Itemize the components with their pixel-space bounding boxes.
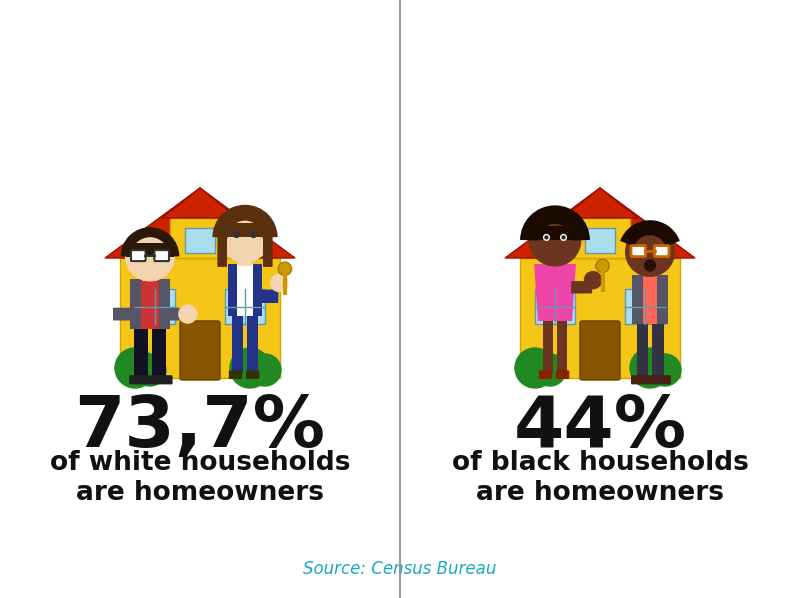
FancyBboxPatch shape	[113, 308, 133, 321]
FancyBboxPatch shape	[652, 324, 663, 378]
Circle shape	[126, 232, 174, 281]
FancyBboxPatch shape	[180, 321, 220, 380]
Circle shape	[230, 348, 270, 388]
FancyBboxPatch shape	[220, 223, 270, 237]
Circle shape	[534, 354, 566, 386]
FancyBboxPatch shape	[141, 279, 159, 328]
FancyBboxPatch shape	[225, 289, 265, 324]
FancyBboxPatch shape	[631, 246, 646, 257]
FancyBboxPatch shape	[644, 267, 656, 276]
FancyBboxPatch shape	[651, 375, 670, 385]
FancyBboxPatch shape	[247, 316, 258, 373]
FancyBboxPatch shape	[143, 270, 158, 281]
Circle shape	[630, 348, 670, 388]
Circle shape	[545, 236, 548, 239]
FancyBboxPatch shape	[643, 274, 657, 324]
Circle shape	[626, 228, 674, 276]
FancyBboxPatch shape	[520, 258, 680, 378]
FancyBboxPatch shape	[637, 324, 648, 378]
FancyBboxPatch shape	[557, 321, 567, 373]
Circle shape	[270, 274, 288, 292]
Circle shape	[220, 213, 270, 262]
Polygon shape	[105, 188, 295, 258]
FancyBboxPatch shape	[259, 289, 278, 303]
FancyBboxPatch shape	[570, 218, 630, 258]
Text: 44%: 44%	[514, 393, 686, 462]
FancyBboxPatch shape	[152, 328, 166, 378]
Polygon shape	[162, 188, 238, 218]
Circle shape	[561, 234, 566, 240]
FancyBboxPatch shape	[571, 281, 592, 294]
FancyBboxPatch shape	[631, 375, 651, 385]
Circle shape	[645, 260, 655, 271]
FancyBboxPatch shape	[585, 228, 615, 253]
Circle shape	[115, 348, 155, 388]
Text: Source: Census Bureau: Source: Census Bureau	[303, 560, 497, 578]
FancyBboxPatch shape	[131, 250, 146, 261]
Circle shape	[249, 354, 281, 386]
Text: 73,7%: 73,7%	[74, 393, 326, 462]
FancyBboxPatch shape	[625, 289, 665, 324]
Polygon shape	[505, 188, 695, 258]
Circle shape	[179, 305, 197, 323]
Circle shape	[234, 231, 239, 237]
FancyBboxPatch shape	[135, 289, 175, 324]
FancyBboxPatch shape	[539, 370, 552, 379]
FancyBboxPatch shape	[185, 228, 215, 253]
Text: of black households: of black households	[451, 450, 749, 476]
FancyBboxPatch shape	[632, 274, 668, 324]
FancyBboxPatch shape	[167, 308, 187, 321]
Circle shape	[515, 348, 555, 388]
FancyBboxPatch shape	[151, 375, 173, 385]
Text: are homeowners: are homeowners	[476, 480, 724, 506]
FancyBboxPatch shape	[246, 370, 259, 379]
FancyBboxPatch shape	[154, 250, 169, 261]
FancyBboxPatch shape	[548, 257, 562, 266]
FancyBboxPatch shape	[134, 328, 148, 378]
FancyBboxPatch shape	[556, 370, 570, 379]
Circle shape	[544, 234, 550, 240]
FancyBboxPatch shape	[170, 218, 230, 258]
FancyBboxPatch shape	[263, 234, 273, 267]
FancyBboxPatch shape	[229, 370, 242, 379]
FancyBboxPatch shape	[238, 264, 253, 316]
Polygon shape	[562, 188, 638, 218]
FancyBboxPatch shape	[238, 255, 252, 266]
FancyBboxPatch shape	[542, 321, 553, 373]
FancyBboxPatch shape	[580, 321, 620, 380]
Circle shape	[596, 260, 609, 273]
Circle shape	[250, 231, 257, 237]
Text: of white households: of white households	[50, 450, 350, 476]
FancyBboxPatch shape	[130, 279, 170, 328]
Circle shape	[134, 354, 166, 386]
FancyBboxPatch shape	[530, 226, 581, 240]
FancyBboxPatch shape	[126, 243, 174, 257]
FancyBboxPatch shape	[535, 289, 575, 324]
FancyBboxPatch shape	[232, 316, 243, 373]
FancyBboxPatch shape	[129, 375, 151, 385]
FancyBboxPatch shape	[228, 264, 262, 316]
Circle shape	[585, 271, 602, 289]
Text: are homeowners: are homeowners	[76, 480, 324, 506]
FancyBboxPatch shape	[218, 234, 227, 267]
Circle shape	[530, 215, 581, 266]
FancyBboxPatch shape	[654, 246, 669, 257]
Circle shape	[278, 262, 291, 276]
FancyBboxPatch shape	[120, 258, 280, 378]
Polygon shape	[534, 264, 576, 321]
Circle shape	[562, 236, 565, 239]
Circle shape	[649, 354, 681, 386]
